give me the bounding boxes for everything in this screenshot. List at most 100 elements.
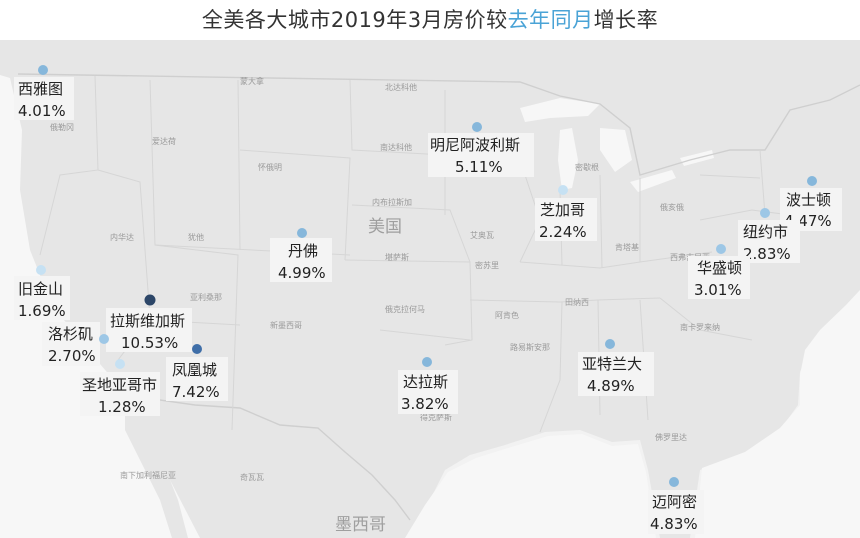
city-value-dallas: 3.82% — [401, 395, 449, 413]
city-marker-newyork: 纽约市 2.83% — [738, 208, 800, 263]
city-name-miami: 迈阿密 — [652, 493, 697, 511]
svg-text:佛罗里达: 佛罗里达 — [655, 432, 687, 442]
city-name-chicago: 芝加哥 — [540, 201, 585, 219]
svg-text:密歇根: 密歇根 — [575, 162, 599, 172]
city-value-minneapolis: 5.11% — [455, 158, 503, 176]
svg-text:密苏里: 密苏里 — [475, 260, 499, 270]
svg-text:北达科他: 北达科他 — [385, 82, 417, 92]
city-value-phoenix: 7.42% — [172, 383, 220, 401]
city-value-lasvegas: 10.53% — [121, 334, 178, 352]
city-name-boston: 波士顿 — [786, 191, 831, 209]
city-marker-dallas: 达拉斯 3.82% — [398, 357, 458, 414]
svg-text:俄勒冈: 俄勒冈 — [50, 122, 74, 132]
city-name-denver: 丹佛 — [288, 242, 318, 260]
city-name-washington: 华盛顿 — [697, 259, 742, 277]
svg-text:犹他: 犹他 — [188, 232, 204, 242]
city-value-sandiego: 1.28% — [98, 398, 146, 416]
city-marker-denver: 丹佛 4.99% — [270, 228, 332, 282]
svg-text:蒙大拿: 蒙大拿 — [240, 76, 264, 86]
title-highlight: 去年同月 — [507, 8, 594, 32]
city-dot-newyork — [760, 208, 770, 218]
city-value-sanfrancisco: 1.69% — [18, 302, 66, 320]
city-name-minneapolis: 明尼阿波利斯 — [430, 136, 520, 154]
map-canvas: 蒙大拿 怀俄明 北达科他 南达科他 内布拉斯加 堪萨斯 俄克拉何马 得克萨斯 新… — [0, 40, 860, 538]
city-dot-sanfrancisco — [36, 265, 46, 275]
city-value-newyork: 2.83% — [743, 245, 791, 263]
svg-text:爱达荷: 爱达荷 — [152, 136, 176, 146]
city-dot-chicago — [558, 185, 568, 195]
lake-michigan — [558, 128, 578, 190]
city-name-sanfrancisco: 旧金山 — [18, 280, 63, 298]
mexico-border — [124, 394, 411, 521]
city-dot-washington — [716, 244, 726, 254]
city-name-phoenix: 凤凰城 — [172, 361, 217, 379]
city-name-losangeles: 洛杉矶 — [48, 325, 93, 343]
city-marker-losangeles: 洛杉矶 2.70% — [42, 322, 109, 366]
city-marker-sandiego: 圣地亚哥市 1.28% — [80, 359, 160, 416]
city-value-losangeles: 2.70% — [48, 347, 96, 365]
city-dot-minneapolis — [472, 122, 482, 132]
svg-text:南卡罗来纳: 南卡罗来纳 — [680, 322, 720, 332]
svg-text:南下加利福尼亚: 南下加利福尼亚 — [120, 470, 176, 480]
city-name-lasvegas: 拉斯维加斯 — [110, 312, 185, 330]
city-marker-sanfrancisco: 旧金山 1.69% — [14, 265, 70, 320]
city-markers: 西雅图 4.01% 明尼阿波利斯 5.11% 波士顿 4.47% 芝加 — [14, 65, 842, 534]
svg-text:阿肯色: 阿肯色 — [495, 310, 519, 320]
pacific-ocean — [0, 75, 200, 538]
country-label-mexico: 墨西哥 — [335, 515, 386, 535]
city-dot-phoenix — [192, 344, 202, 354]
city-value-atlanta: 4.89% — [587, 377, 635, 395]
city-name-dallas: 达拉斯 — [403, 373, 448, 391]
city-marker-phoenix: 凤凰城 7.42% — [166, 344, 228, 401]
svg-text:堪萨斯: 堪萨斯 — [385, 252, 409, 262]
svg-text:肯塔基: 肯塔基 — [615, 242, 639, 252]
svg-text:奇瓦瓦: 奇瓦瓦 — [240, 472, 264, 482]
svg-text:路易斯安那: 路易斯安那 — [510, 342, 550, 352]
city-dot-dallas — [422, 357, 432, 367]
gulf-of-mexico — [405, 434, 656, 538]
baja-peninsula — [125, 395, 188, 538]
city-dot-losangeles — [99, 334, 109, 344]
city-dot-seattle — [38, 65, 48, 75]
city-marker-miami: 迈阿密 4.83% — [648, 477, 704, 534]
canada-border — [17, 73, 860, 176]
city-marker-chicago: 芝加哥 2.24% — [535, 185, 597, 241]
city-value-chicago: 2.24% — [539, 223, 587, 241]
svg-text:田纳西: 田纳西 — [565, 297, 589, 307]
city-value-washington: 3.01% — [694, 281, 742, 299]
map-title: 全美各大城市2019年3月房价较去年同月增长率 — [0, 0, 860, 40]
city-value-miami: 4.83% — [650, 515, 698, 533]
city-name-sandiego: 圣地亚哥市 — [82, 376, 157, 394]
city-marker-minneapolis: 明尼阿波利斯 5.11% — [428, 122, 534, 177]
title-suffix: 增长率 — [593, 8, 659, 32]
svg-text:俄克拉何马: 俄克拉何马 — [385, 304, 425, 314]
city-marker-washington: 华盛顿 3.01% — [688, 244, 750, 299]
lake-superior — [520, 98, 600, 122]
city-name-newyork: 纽约市 — [743, 223, 788, 241]
city-dot-lasvegas — [144, 294, 156, 306]
svg-text:内华达: 内华达 — [110, 232, 134, 242]
title-prefix: 全美各大城市2019年3月房价较 — [201, 8, 508, 32]
city-dot-denver — [297, 228, 307, 238]
city-marker-seattle: 西雅图 4.01% — [14, 65, 74, 120]
svg-text:南达科他: 南达科他 — [380, 142, 412, 152]
svg-text:艾奥瓦: 艾奥瓦 — [470, 230, 494, 240]
land-mass — [0, 40, 860, 538]
city-marker-lasvegas: 拉斯维加斯 10.53% — [106, 294, 192, 352]
us-map: 蒙大拿 怀俄明 北达科他 南达科他 内布拉斯加 堪萨斯 俄克拉何马 得克萨斯 新… — [0, 40, 860, 538]
svg-text:俄亥俄: 俄亥俄 — [660, 202, 684, 212]
city-dot-miami — [669, 477, 679, 487]
city-value-denver: 4.99% — [278, 264, 326, 282]
city-dot-atlanta — [605, 339, 615, 349]
lake-erie — [630, 170, 676, 192]
city-dot-sandiego — [115, 359, 125, 369]
city-marker-atlanta: 亚特兰大 4.89% — [578, 339, 654, 396]
svg-text:得克萨斯: 得克萨斯 — [420, 412, 452, 422]
svg-text:新墨西哥: 新墨西哥 — [270, 320, 302, 330]
city-dot-boston — [807, 176, 817, 186]
svg-text:内布拉斯加: 内布拉斯加 — [372, 197, 412, 207]
city-name-seattle: 西雅图 — [18, 80, 63, 98]
city-name-atlanta: 亚特兰大 — [582, 355, 642, 373]
country-label-usa: 美国 — [368, 217, 402, 237]
lake-huron — [600, 128, 632, 172]
